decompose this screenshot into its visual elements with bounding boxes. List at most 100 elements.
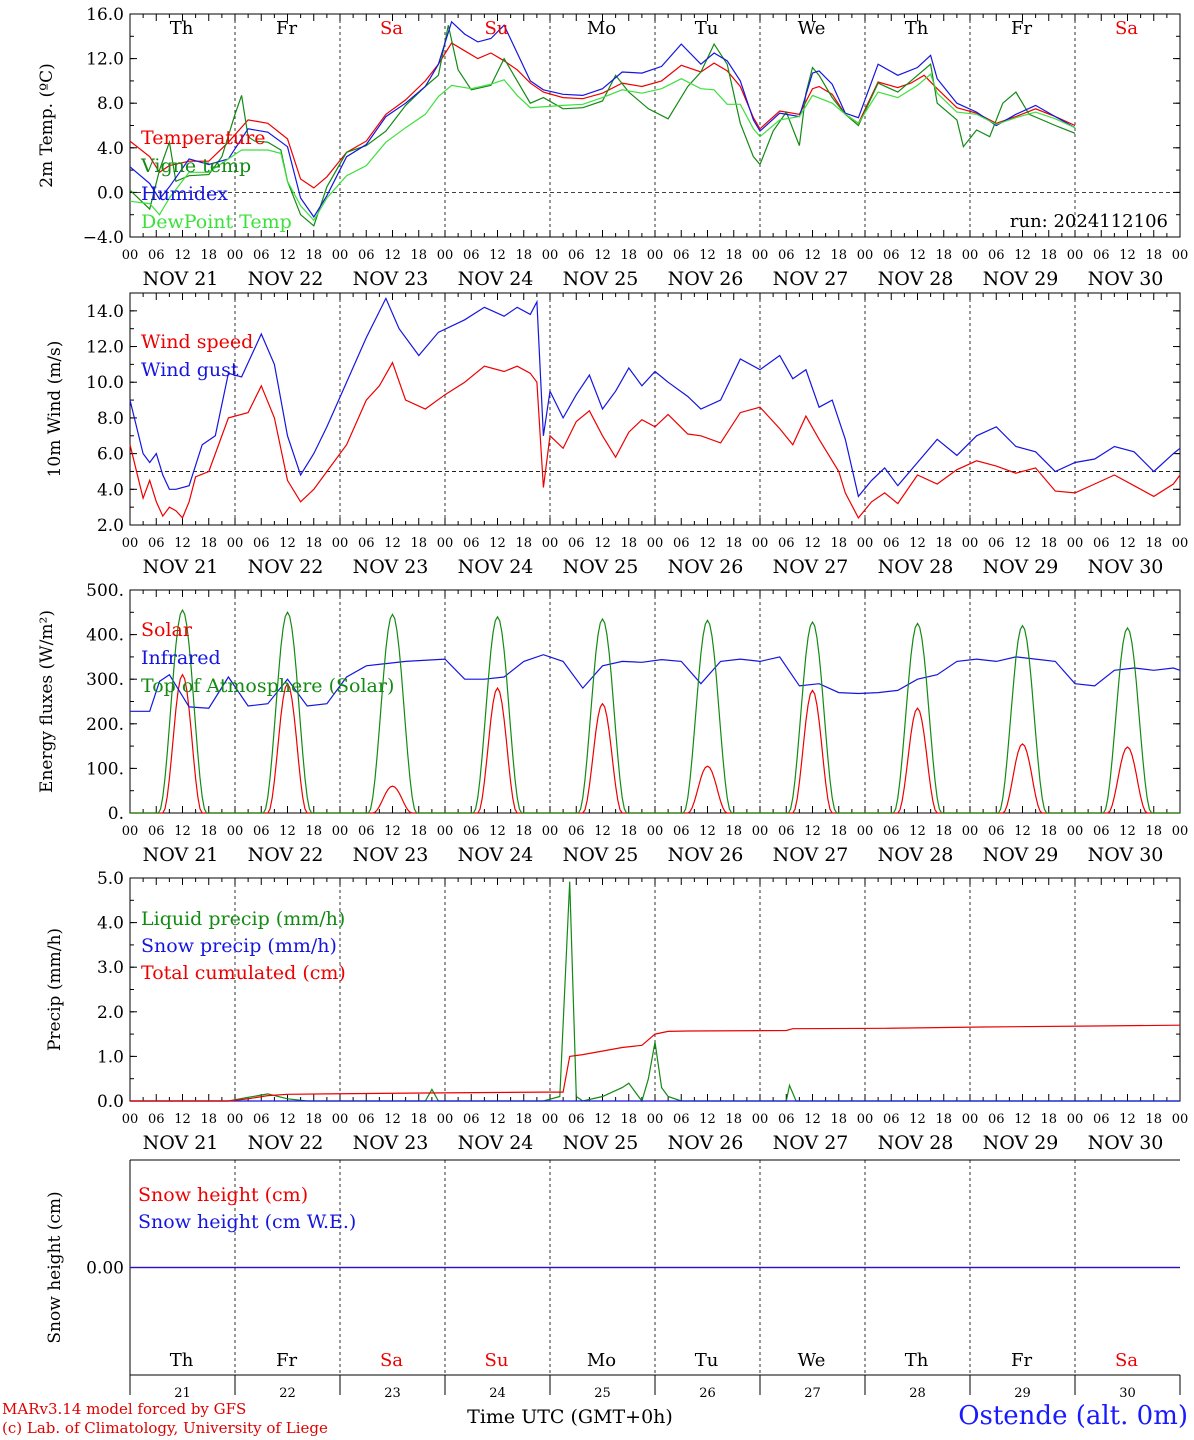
hour-tick-label: 12 xyxy=(489,824,506,839)
weekday-label: Sa xyxy=(380,18,403,39)
hour-tick-label: 12 xyxy=(1119,248,1136,263)
hour-tick-label: 12 xyxy=(594,824,611,839)
date-label: NOV 26 xyxy=(668,844,744,866)
y-tick-label: 0. xyxy=(108,804,124,824)
hour-tick-label: 18 xyxy=(725,536,742,551)
y-tick-label: 2.0 xyxy=(97,516,124,536)
legend-entry: DewPoint Temp xyxy=(141,211,292,233)
hour-tick-label: 06 xyxy=(988,248,1005,263)
hour-tick-label: 06 xyxy=(673,536,690,551)
hour-tick-label: 12 xyxy=(1014,248,1031,263)
hour-tick-label: 06 xyxy=(883,536,900,551)
series-line-humidex xyxy=(129,20,1076,218)
y-tick-label: 6.0 xyxy=(97,445,124,465)
legend-entry: Solar xyxy=(141,619,193,641)
hour-tick-label: 12 xyxy=(489,536,506,551)
day-number-label: 25 xyxy=(594,1386,611,1401)
y-tick-label: 10.0 xyxy=(86,373,124,393)
hour-tick-label: 00 xyxy=(542,824,559,839)
hour-tick-label: 12 xyxy=(279,536,296,551)
y-tick-label: 200. xyxy=(86,715,124,735)
date-label: NOV 25 xyxy=(563,556,639,578)
weekday-label: Fr xyxy=(276,18,297,39)
hour-tick-label: 06 xyxy=(1093,824,1110,839)
hour-tick-label: 12 xyxy=(279,824,296,839)
hour-tick-label: 12 xyxy=(384,1112,401,1127)
hour-tick-label: 06 xyxy=(1093,536,1110,551)
date-label: NOV 30 xyxy=(1088,844,1164,866)
hour-tick-label: 18 xyxy=(620,536,637,551)
hour-tick-label: 06 xyxy=(883,824,900,839)
hour-tick-label: 06 xyxy=(568,248,585,263)
weekday-label: We xyxy=(798,1350,826,1371)
hour-tick-label: 00 xyxy=(962,1112,979,1127)
hour-tick-label: 06 xyxy=(358,536,375,551)
hour-tick-label: 00 xyxy=(647,824,664,839)
hour-tick-label: 18 xyxy=(515,536,532,551)
hour-tick-label: 06 xyxy=(253,824,270,839)
weekday-label: Sa xyxy=(380,1350,403,1371)
hour-tick-label: 00 xyxy=(1172,248,1189,263)
hour-tick-label: 06 xyxy=(463,248,480,263)
hour-tick-label: 00 xyxy=(752,536,769,551)
plot-frame xyxy=(129,13,1181,238)
hour-tick-label: 00 xyxy=(332,824,349,839)
hour-tick-label: 18 xyxy=(830,824,847,839)
hour-tick-label: 18 xyxy=(725,248,742,263)
hour-tick-label: 00 xyxy=(857,1112,874,1127)
series-line-dewpoint-temp xyxy=(129,73,1076,222)
day-number-label: 24 xyxy=(489,1386,506,1401)
date-label: NOV 25 xyxy=(563,268,639,290)
hour-tick-label: 00 xyxy=(962,824,979,839)
hour-tick-label: 18 xyxy=(1145,536,1162,551)
hour-tick-label: 06 xyxy=(778,824,795,839)
date-label: NOV 30 xyxy=(1088,556,1164,578)
weekday-label: Su xyxy=(485,1350,509,1371)
hour-tick-label: 12 xyxy=(804,824,821,839)
run-label: run: 2024112106 xyxy=(1010,211,1168,232)
hour-tick-label: 00 xyxy=(857,536,874,551)
hour-tick-label: 18 xyxy=(1040,248,1057,263)
weekday-label: Th xyxy=(905,18,929,39)
day-number-label: 28 xyxy=(909,1386,926,1401)
hour-tick-label: 00 xyxy=(332,536,349,551)
hour-tick-label: 12 xyxy=(804,536,821,551)
hour-tick-label: 06 xyxy=(148,536,165,551)
hour-tick-label: 00 xyxy=(1067,1112,1084,1127)
hour-tick-label: 06 xyxy=(778,1112,795,1127)
y-tick-label: 3.0 xyxy=(97,958,124,978)
hour-tick-label: 00 xyxy=(542,248,559,263)
hour-tick-label: 18 xyxy=(515,1112,532,1127)
hour-tick-label: 18 xyxy=(935,824,952,839)
hour-tick-label: 06 xyxy=(463,536,480,551)
hour-tick-label: 00 xyxy=(542,1112,559,1127)
y-axis-label: Precip (mm/h) xyxy=(45,928,65,1051)
hour-tick-label: 06 xyxy=(253,1112,270,1127)
date-label: NOV 26 xyxy=(668,268,744,290)
hour-tick-label: 18 xyxy=(305,536,322,551)
y-tick-label: 8.0 xyxy=(97,94,124,114)
y-axis-label: Snow height (cm) xyxy=(45,1191,65,1343)
credit-model: MARv3.14 model forced by GFS xyxy=(2,1400,247,1418)
hour-tick-label: 06 xyxy=(673,248,690,263)
hour-tick-label: 06 xyxy=(253,248,270,263)
date-label: NOV 22 xyxy=(248,556,324,578)
y-tick-label: 1.0 xyxy=(97,1047,124,1067)
hour-tick-label: 06 xyxy=(463,824,480,839)
hour-tick-label: 00 xyxy=(752,824,769,839)
weekday-label: Tu xyxy=(695,1350,719,1371)
legend-entry: Snow precip (mm/h) xyxy=(141,935,337,957)
date-label: NOV 30 xyxy=(1088,1132,1164,1154)
hour-tick-label: 06 xyxy=(463,1112,480,1127)
y-tick-label: 12.0 xyxy=(86,338,124,358)
credit-lab: (c) Lab. of Climatology, University of L… xyxy=(2,1419,328,1437)
hour-tick-label: 00 xyxy=(122,1112,139,1127)
y-tick-label: 5.0 xyxy=(97,869,124,889)
series-line-temperature xyxy=(129,42,1076,189)
date-label: NOV 27 xyxy=(773,268,849,290)
day-number-label: 26 xyxy=(699,1386,716,1401)
date-label: NOV 22 xyxy=(248,844,324,866)
hour-tick-label: 06 xyxy=(988,536,1005,551)
y-axis-label: Energy fluxes (W/m²) xyxy=(37,610,57,793)
hour-tick-label: 06 xyxy=(883,1112,900,1127)
